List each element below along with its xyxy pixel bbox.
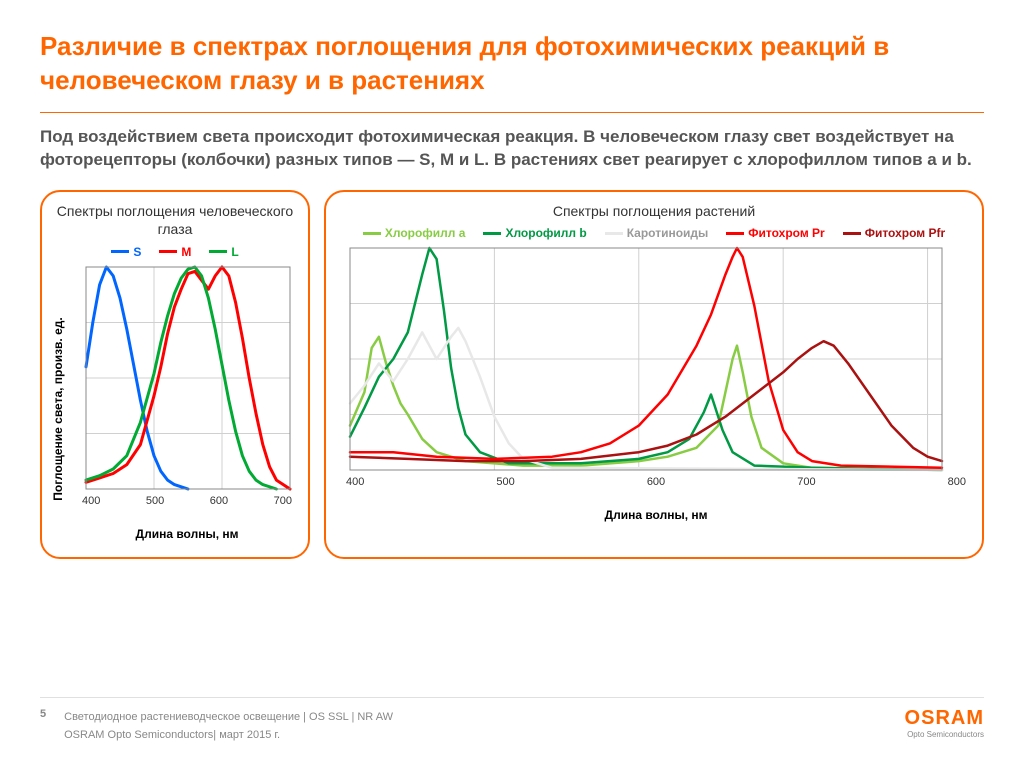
eye-x-ticks: 400 500 600 700	[82, 495, 292, 507]
page-title: Различие в спектрах поглощения для фотох…	[40, 30, 984, 98]
legend-swatch	[159, 250, 177, 253]
legend-swatch	[726, 232, 744, 235]
subtitle: Под воздействием света происходит фотохи…	[40, 125, 984, 173]
legend-item: L	[209, 245, 238, 259]
plant-x-ticks: 400 500 600 700 800	[346, 476, 966, 488]
footer-line-2: OSRAM Opto Semiconductors| март 2015 г.	[64, 726, 393, 745]
legend-item: S	[111, 245, 141, 259]
title-underline	[40, 112, 984, 113]
x-tick: 600	[210, 495, 228, 507]
legend-swatch	[843, 232, 861, 235]
legend-item: Хлорофилл a	[363, 226, 466, 240]
x-tick: 400	[346, 476, 364, 488]
footer-line-1: Светодиодное растениеводческое освещение…	[64, 708, 393, 727]
x-tick: 700	[274, 495, 292, 507]
logo: OSRAM Opto Semiconductors	[905, 707, 984, 739]
eye-x-label: Длина волны, нм	[82, 527, 292, 541]
plant-chart-panel: Спектры поглощения растений Хлорофилл aХ…	[324, 190, 984, 558]
x-tick: 400	[82, 495, 100, 507]
legend-label: L	[231, 245, 238, 259]
legend-label: Фитохром Pfr	[865, 226, 945, 240]
plant-legend: Хлорофилл a Хлорофилл b Каротиноиды Фитохро…	[336, 226, 972, 240]
eye-chart-area: Поглощение света, произв. ед. 4005006007…	[82, 263, 292, 541]
legend-item: Фитохром Pfr	[843, 226, 945, 240]
plant-x-label: Длина волны, нм	[346, 508, 966, 522]
legend-swatch	[209, 250, 227, 253]
eye-panel-title: Спектры поглощения человеческого глаза	[52, 202, 298, 238]
legend-swatch	[605, 232, 623, 235]
logo-main: OSRAM	[905, 707, 984, 730]
legend-item: Каротиноиды	[605, 226, 709, 240]
eye-chart-panel: Спектры поглощения человеческого глаза S…	[40, 190, 310, 558]
legend-label: S	[133, 245, 141, 259]
legend-item: Фитохром Pr	[726, 226, 824, 240]
charts-container: Спектры поглощения человеческого глаза S…	[40, 190, 984, 558]
eye-y-label: Поглощение света, произв. ед.	[51, 317, 65, 500]
legend-swatch	[363, 232, 381, 235]
plant-chart-area: 400 500 600 700 800 Длина волны, нм	[346, 244, 966, 522]
plant-chart-svg	[346, 244, 946, 474]
x-tick: 500	[496, 476, 514, 488]
x-tick: 800	[948, 476, 966, 488]
x-tick: 700	[797, 476, 815, 488]
eye-legend: SML	[52, 245, 298, 259]
legend-swatch	[483, 232, 501, 235]
x-tick: 600	[647, 476, 665, 488]
page-number: 5	[40, 708, 46, 720]
x-tick: 500	[146, 495, 164, 507]
eye-chart-svg	[82, 263, 294, 493]
legend-label: Хлорофилл a	[385, 226, 466, 240]
logo-sub: Opto Semiconductors	[905, 730, 984, 739]
legend-label: M	[181, 245, 191, 259]
footer: 5 Светодиодное растениеводческое освещен…	[40, 697, 984, 745]
plant-panel-title: Спектры поглощения растений	[336, 202, 972, 220]
legend-label: Каротиноиды	[627, 226, 709, 240]
legend-label: Фитохром Pr	[748, 226, 824, 240]
legend-item: Хлорофилл b	[483, 226, 586, 240]
legend-swatch	[111, 250, 129, 253]
legend-item: M	[159, 245, 191, 259]
legend-label: Хлорофилл b	[505, 226, 586, 240]
